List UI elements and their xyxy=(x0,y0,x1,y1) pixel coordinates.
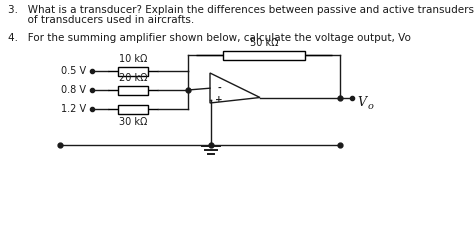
Text: 20 kΩ: 20 kΩ xyxy=(119,73,147,83)
Text: 10 kΩ: 10 kΩ xyxy=(119,54,147,64)
Text: 3.   What is a transducer? Explain the differences between passive and active tr: 3. What is a transducer? Explain the dif… xyxy=(8,5,474,15)
Text: 0.5 V: 0.5 V xyxy=(61,66,86,76)
Text: o: o xyxy=(368,102,374,111)
Text: 4.   For the summing amplifier shown below, calculate the voltage output, Vo: 4. For the summing amplifier shown below… xyxy=(8,33,411,43)
Text: 50 kΩ: 50 kΩ xyxy=(250,38,278,48)
Bar xyxy=(118,104,148,113)
Text: -: - xyxy=(217,84,221,93)
Bar xyxy=(223,51,305,59)
Text: +: + xyxy=(215,95,223,104)
Text: 30 kΩ: 30 kΩ xyxy=(119,117,147,127)
Text: V: V xyxy=(357,96,366,109)
Text: 1.2 V: 1.2 V xyxy=(61,104,86,114)
Text: 0.8 V: 0.8 V xyxy=(61,85,86,95)
Bar xyxy=(118,86,148,95)
Bar xyxy=(118,66,148,75)
Text: of transducers used in aircrafts.: of transducers used in aircrafts. xyxy=(8,15,194,25)
